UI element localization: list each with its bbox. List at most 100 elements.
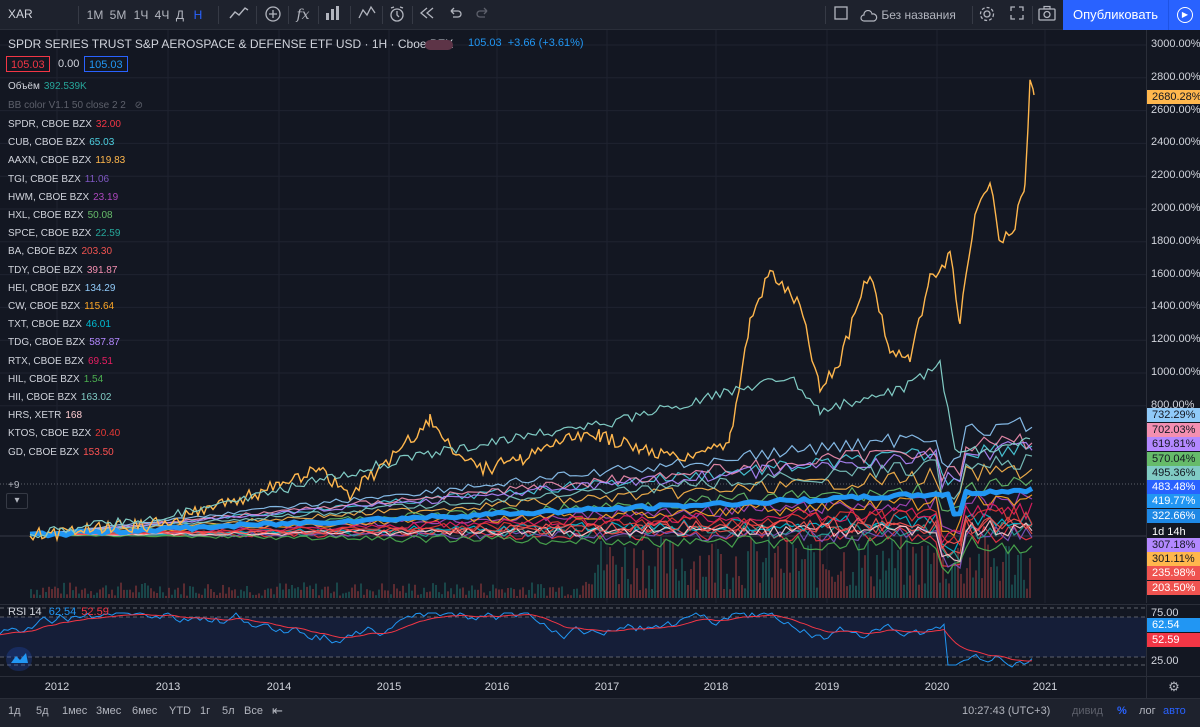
- volume-bar: [570, 595, 572, 598]
- main-series-title[interactable]: SPDR SERIES TRUST S&P AEROSPACE & DEFENS…: [8, 37, 454, 51]
- volume-bar: [945, 578, 947, 598]
- legend-collapse-button[interactable]: ▾: [6, 493, 28, 509]
- range-5d[interactable]: 5д: [36, 705, 49, 717]
- auto-scale-toggle[interactable]: авто: [1163, 705, 1186, 717]
- publish-button[interactable]: Опубликовать: [1063, 0, 1168, 30]
- legend-symbol-row[interactable]: TDG, CBOE BZX 587.87: [8, 337, 120, 348]
- publish-menu-button[interactable]: ▶: [1168, 0, 1200, 30]
- interval-w[interactable]: Н: [193, 8, 203, 22]
- compare-icon[interactable]: [262, 5, 284, 25]
- range-all[interactable]: Все: [244, 705, 263, 717]
- bid-box[interactable]: 105.03: [6, 56, 50, 72]
- range-5y[interactable]: 5л: [222, 705, 235, 717]
- legend-symbol-row[interactable]: HWM, CBOE BZX 23.19: [8, 192, 118, 203]
- volume-bar: [507, 588, 509, 598]
- rsi-legend[interactable]: RSI 14 62.54 52.59: [8, 606, 109, 618]
- legend-symbol-row[interactable]: HXL, CBOE BZX 50.08: [8, 210, 113, 221]
- interval-4h[interactable]: 4Ч: [154, 8, 170, 22]
- volume-bar: [312, 588, 314, 598]
- select-layout-icon[interactable]: [830, 5, 852, 25]
- rsi-label: RSI 14: [8, 606, 42, 618]
- range-ytd[interactable]: YTD: [169, 705, 191, 717]
- legend-symbol-row[interactable]: HEI, CBOE BZX 134.29: [8, 283, 115, 294]
- interval-5m[interactable]: 5М: [109, 8, 127, 22]
- legend-symbol-row[interactable]: KTOS, CBOE BZX 20.40: [8, 428, 120, 439]
- chart-settings-icon[interactable]: ⚙: [1168, 679, 1180, 694]
- rewind-icon[interactable]: [416, 5, 438, 25]
- legend-symbol-row[interactable]: RTX, CBOE BZX 69.51: [8, 356, 113, 367]
- volume-bar: [933, 552, 935, 598]
- legend-symbol-row[interactable]: TDY, CBOE BZX 391.87: [8, 265, 117, 276]
- goto-date-icon[interactable]: ⇤: [272, 703, 283, 718]
- legend-symbol-name: HII, CBOE BZX: [8, 392, 77, 403]
- range-1m[interactable]: 1мес: [62, 705, 88, 717]
- volume-bar: [78, 593, 80, 598]
- layout-name-menu[interactable]: Без названия ▼: [860, 5, 970, 41]
- volume-bar: [486, 595, 488, 598]
- volume-bar: [906, 536, 908, 598]
- legend-symbol-value: 50.08: [87, 210, 113, 221]
- price-scale-badge: 2680.28%: [1147, 90, 1200, 104]
- ask-box[interactable]: 105.03: [84, 56, 128, 72]
- tradingview-logo[interactable]: [6, 647, 32, 671]
- legend-symbol-row[interactable]: HIL, CBOE BZX 1.54: [8, 374, 103, 385]
- legend-symbol-row[interactable]: GD, CBOE BZX 153.50: [8, 447, 114, 458]
- price-scale[interactable]: 3000.00% 2800.00% 2600.00% 2400.00% 2200.00%…: [1146, 30, 1200, 603]
- interval-d[interactable]: Д: [175, 8, 185, 22]
- interval-1h[interactable]: 1Ч: [133, 8, 149, 22]
- main-chart-canvas[interactable]: [0, 30, 1146, 603]
- legend-symbol-row[interactable]: SPDR, CBOE BZX 32.00: [8, 119, 121, 130]
- legend-symbol-row[interactable]: TGI, CBOE BZX 11.06: [8, 174, 109, 185]
- redo-icon[interactable]: [472, 5, 494, 25]
- templates-icon[interactable]: [322, 5, 344, 25]
- main-chart-pane[interactable]: [0, 30, 1146, 603]
- volume-bar: [123, 589, 125, 598]
- eye-hidden-icon[interactable]: ⊘: [134, 100, 144, 111]
- replay-icon[interactable]: [356, 5, 378, 25]
- range-1d[interactable]: 1д: [8, 705, 21, 717]
- symbol-search[interactable]: XAR: [8, 7, 33, 21]
- interval-1m[interactable]: 1М: [86, 8, 104, 22]
- legend-symbol-row[interactable]: HRS, XETR 168: [8, 410, 82, 421]
- volume-bar: [480, 583, 482, 598]
- rsi-pane[interactable]: [0, 604, 1146, 676]
- clock[interactable]: 10:27:43 (UTC+3): [962, 705, 1051, 717]
- rsi-scale[interactable]: 75.00 62.54 52.59 25.00: [1146, 604, 1200, 676]
- volume-bar: [150, 588, 152, 598]
- indicators-icon[interactable]: fx: [296, 7, 310, 23]
- time-axis[interactable]: 2012 2013 2014 2015 2016 2017 2018 2019 2020 2021: [0, 676, 1146, 698]
- legend-symbol-row[interactable]: CUB, CBOE BZX 65.03: [8, 137, 114, 148]
- bar-style-icon[interactable]: [228, 5, 250, 25]
- volume-bar: [528, 589, 530, 598]
- rsi-canvas[interactable]: [0, 605, 1146, 677]
- main-series-line: [29, 486, 1034, 539]
- adjust-dividends-toggle[interactable]: дивид: [1072, 705, 1103, 717]
- volume-bar: [192, 586, 194, 598]
- fullscreen-icon[interactable]: [1006, 5, 1028, 25]
- legend-symbol-row[interactable]: AAXN, CBOE BZX 119.83: [8, 155, 125, 166]
- legend-symbol-row[interactable]: BA, CBOE BZX 203.30: [8, 246, 112, 257]
- legend-symbol-row[interactable]: TXT, CBOE BZX 46.01: [8, 319, 111, 330]
- undo-icon[interactable]: [444, 5, 466, 25]
- percent-scale-toggle[interactable]: %: [1117, 705, 1127, 717]
- range-6m[interactable]: 6мес: [132, 705, 158, 717]
- legend-symbol-row[interactable]: CW, CBOE BZX 115.64: [8, 301, 114, 312]
- snapshot-icon[interactable]: [1036, 5, 1058, 25]
- volume-legend[interactable]: Объём 392.539K: [8, 81, 87, 92]
- settings-icon[interactable]: [976, 5, 998, 25]
- legend-symbol-row[interactable]: HII, CBOE BZX 163.02: [8, 392, 112, 403]
- legend-symbol-row[interactable]: SPCE, CBOE BZX 22.59: [8, 228, 120, 239]
- volume-bar: [408, 583, 410, 598]
- alert-icon[interactable]: [386, 5, 408, 25]
- volume-bar: [759, 582, 761, 598]
- log-scale-toggle[interactable]: лог: [1139, 705, 1156, 717]
- volume-bar: [297, 587, 299, 598]
- range-3m[interactable]: 3мес: [96, 705, 122, 717]
- volume-bar: [111, 589, 113, 598]
- volume-bar: [858, 543, 860, 598]
- series-toggle-pill[interactable]: [425, 40, 453, 50]
- bb-legend[interactable]: BB color V1.1 50 close 2 2 ⊘: [8, 100, 143, 111]
- range-1y[interactable]: 1г: [200, 705, 211, 717]
- legend-symbol-value: 20.40: [95, 428, 121, 440]
- volume-bar: [855, 585, 857, 598]
